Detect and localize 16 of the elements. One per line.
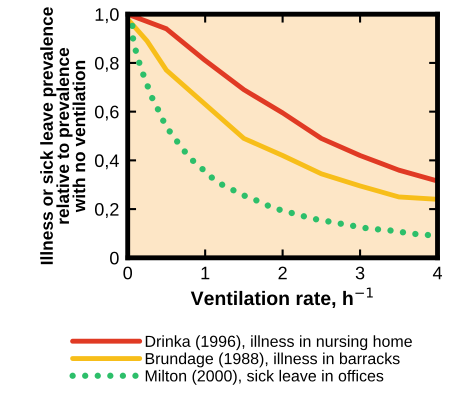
x-tick-label: 0 [123,266,132,280]
x-axis-title: Ventilation rate, h$^{−1}$ [190,288,373,308]
x-tick-label: 3 [356,266,364,280]
legend-label: Brundage (1988), illness in barracks [146,352,400,368]
y-axis-title: Illness or sick leave prevalence relative to prevalence with no ventilation [40,7,86,264]
y-tick-label: 1,0 [96,8,119,24]
y-tick-label: 0,4 [94,154,119,170]
x-tick-label: 1 [202,266,210,280]
legend-label: Drinka (1996), illness in nursing home [146,335,412,350]
y-tick-label: 0 [110,252,119,265]
x-tick-label: 4 [432,266,442,280]
y-tick-label: 0,8 [94,56,119,72]
y-tick-label: 0,2 [94,203,118,218]
x-tick-label: 2 [278,266,287,280]
y-tick-label: 0,6 [94,106,119,121]
legend-label: Milton (2000), sick leave in offices [146,370,384,385]
